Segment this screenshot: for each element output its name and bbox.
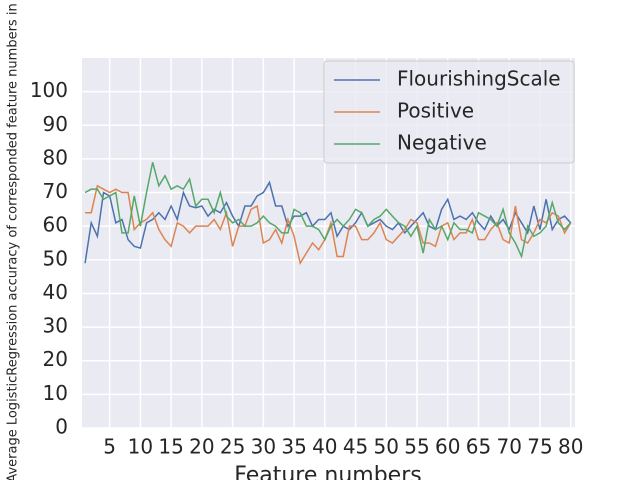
- y-tick-label: 0: [55, 415, 68, 439]
- legend: FlourishingScale Positive Negative: [323, 60, 575, 164]
- y-tick-label: 100: [30, 78, 68, 102]
- y-tick-label: 40: [43, 280, 68, 304]
- y-tick-label: 80: [43, 145, 68, 169]
- legend-label: Negative: [397, 131, 487, 155]
- x-tick-label: 50: [374, 435, 399, 459]
- x-tick-label: 40: [312, 435, 337, 459]
- y-tick-label: 10: [43, 381, 68, 405]
- y-tick-label: 50: [43, 246, 68, 270]
- x-tick-label: 55: [404, 435, 429, 459]
- x-axis-label: Feature numbers: [234, 463, 421, 480]
- y-axis-label: Average LogisticRegression accuracy of c…: [6, 3, 21, 480]
- x-tick-label: 20: [189, 435, 214, 459]
- x-tick-label: 75: [527, 435, 552, 459]
- legend-label: FlourishingScale: [397, 67, 561, 91]
- series-line: [84, 162, 572, 259]
- x-tick-label: 60: [435, 435, 460, 459]
- x-tick-label: 80: [558, 435, 583, 459]
- x-tick-label: 30: [251, 435, 276, 459]
- y-tick-label: 90: [43, 112, 68, 136]
- x-tick-label: 10: [128, 435, 153, 459]
- y-tick-label: 30: [43, 314, 68, 338]
- x-tick-label: 65: [466, 435, 491, 459]
- x-tick-label: 5: [103, 435, 116, 459]
- legend-box: [323, 60, 575, 164]
- y-tick-label: 60: [43, 213, 68, 237]
- x-tick-label: 70: [496, 435, 521, 459]
- x-tick-label: 25: [220, 435, 245, 459]
- y-tick-label: 70: [43, 179, 68, 203]
- x-tick-label: 15: [158, 435, 183, 459]
- x-tick-label: 35: [281, 435, 306, 459]
- x-tick-label: 45: [343, 435, 368, 459]
- y-tick-label: 20: [43, 347, 68, 371]
- legend-label: Positive: [397, 99, 474, 123]
